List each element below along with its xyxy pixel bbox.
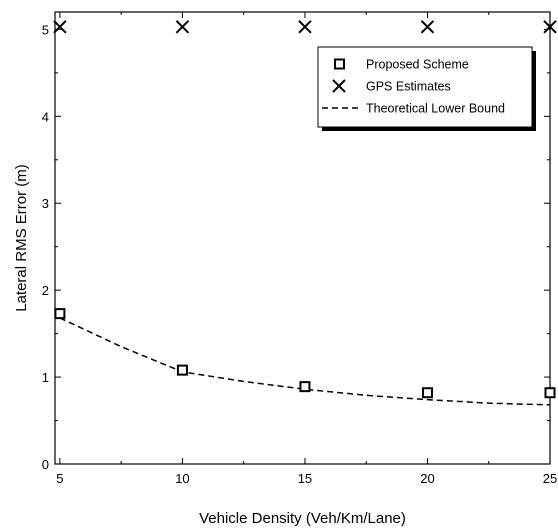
gps-estimate-point xyxy=(543,20,557,34)
legend-square-marker xyxy=(334,58,345,70)
x-tick-label: 5 xyxy=(56,471,63,486)
y-tick-label: 3 xyxy=(42,196,49,211)
data-marks xyxy=(53,20,557,406)
gps-estimate-stroke xyxy=(298,20,312,34)
legend-x-marker xyxy=(332,79,346,93)
x-axis-title: Vehicle Density (Veh/Km/Lane) xyxy=(199,510,406,527)
gps-estimate-point xyxy=(420,20,435,34)
x-tick-label: 25 xyxy=(543,471,557,486)
legend-label: Theoretical Lower Bound xyxy=(366,102,505,116)
theoretical-lower-bound-line xyxy=(59,317,551,406)
gps-estimate-point xyxy=(175,20,190,34)
x-tick-label: 10 xyxy=(175,471,189,486)
x-tick-label: 15 xyxy=(298,471,312,486)
proposed-scheme-point xyxy=(54,308,66,320)
plot-frame xyxy=(54,11,551,465)
gps-estimate-point xyxy=(298,20,312,34)
legend-label: GPS Estimates xyxy=(366,80,451,94)
proposed-scheme-point xyxy=(176,364,188,376)
y-tick-label: 0 xyxy=(42,457,49,472)
y-axis-title: Lateral RMS Error (m) xyxy=(13,164,30,312)
legend: Proposed Scheme GPS Estimates Theoretical … xyxy=(317,46,536,131)
y-tick-label: 4 xyxy=(42,109,49,124)
y-tick-label: 2 xyxy=(42,283,49,298)
proposed-scheme-point xyxy=(299,381,311,393)
gps-estimate-point xyxy=(53,20,67,34)
proposed-scheme-point xyxy=(421,387,433,399)
gps-estimate-stroke xyxy=(53,20,67,34)
plot-area: 5 10 15 20 25 0 1 2 3 4 5 xyxy=(42,11,557,486)
y-tick-label: 1 xyxy=(42,370,49,385)
gps-estimate-stroke xyxy=(175,20,190,34)
legend-box xyxy=(317,46,533,128)
gps-estimate-stroke xyxy=(420,20,435,34)
proposed-scheme-point xyxy=(544,387,556,399)
gps-estimate-stroke xyxy=(543,20,557,34)
x-tick-label: 20 xyxy=(420,471,434,486)
legend-label: Proposed Scheme xyxy=(366,58,469,72)
y-tick-label: 5 xyxy=(42,22,49,37)
